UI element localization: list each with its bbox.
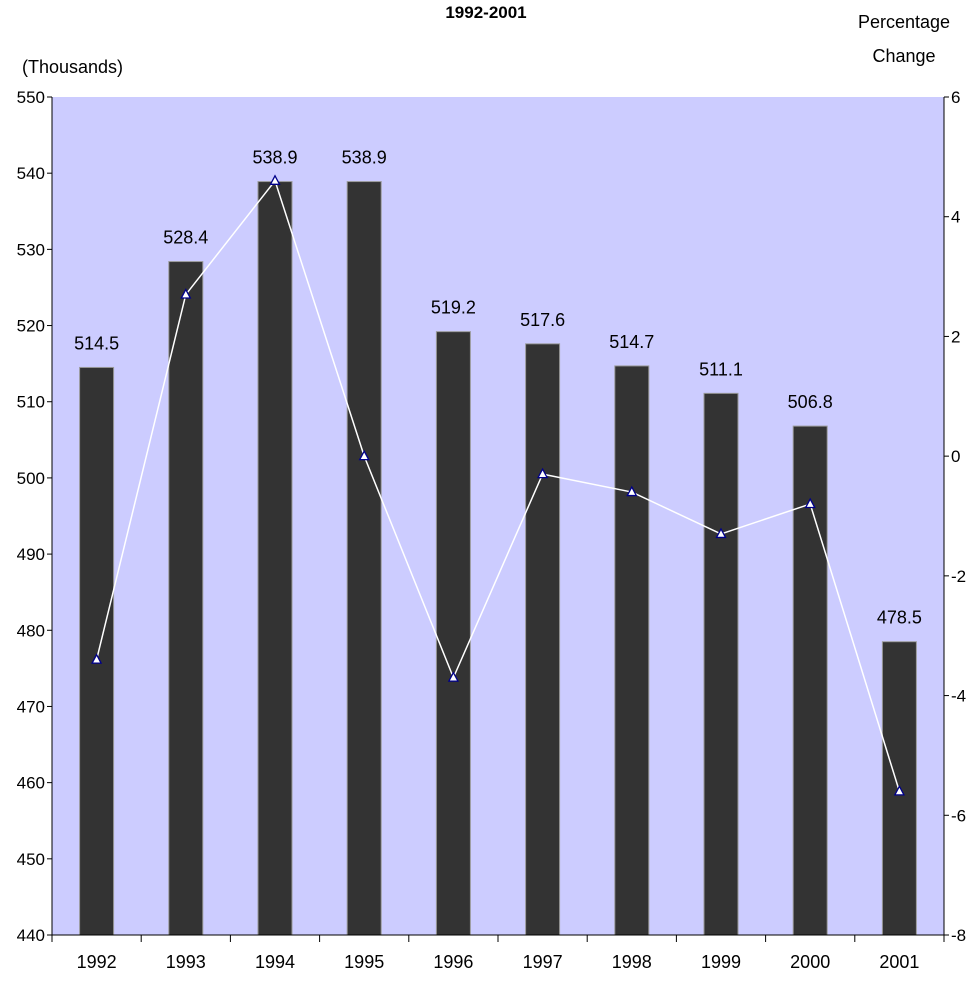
bar [792,425,828,936]
right-tick-label: -2 [951,567,966,586]
right-tick-label: -6 [951,806,966,825]
x-tick-label: 1996 [433,952,473,972]
point-marker [358,449,370,461]
data-label: 506.8 [788,392,833,412]
point-marker [804,497,816,509]
left-tick-label: 440 [17,926,45,945]
bar [346,181,382,936]
data-label: 511.1 [699,359,743,379]
x-tick-label: 2000 [790,952,830,972]
bar [257,181,293,936]
bar [525,343,561,936]
data-labels-layer: 514.5 528.4 538.9 538.9 519.2 517.6 514.7 511.1… [74,148,922,628]
data-label: 538.9 [252,148,297,168]
data-label: 517.6 [520,310,565,330]
left-tick-label: 450 [17,850,45,869]
right-tick-label: 2 [951,327,960,346]
point-marker [715,527,727,539]
point-marker [180,288,192,299]
x-tick-label: 1992 [77,952,117,972]
x-tick-label: 2001 [879,952,919,972]
left-tick-label: 520 [17,317,45,336]
right-tick-label: 6 [951,88,960,107]
left-tick-label: 510 [17,393,45,412]
left-tick-label: 500 [17,469,45,488]
left-tick-label: 460 [17,774,45,793]
right-axis-label-line2: Change [872,46,935,66]
point-marker [91,653,103,664]
point-marker [626,485,638,497]
point-marker [893,784,905,796]
x-tick-label: 1994 [255,952,295,972]
bar [168,261,204,936]
data-label: 538.9 [342,148,387,168]
series-line [95,179,901,792]
data-label: 478.5 [877,608,922,628]
bars-layer [79,181,917,936]
right-tick-label: -8 [951,926,966,945]
right-axis-label-line1: Percentage [858,12,950,32]
bar [614,365,650,936]
data-label: 519.2 [431,298,476,318]
bar [435,331,471,936]
right-tick-label: 0 [951,447,960,466]
chart-title: 1992-2001 [445,3,526,22]
data-label: 528.4 [163,228,208,248]
left-tick-label: 480 [17,621,45,640]
left-tick-label: 470 [17,697,45,716]
left-tick-label: 530 [17,240,45,259]
point-marker [537,467,549,479]
x-tick-label: 1999 [701,952,741,972]
bar [703,392,739,936]
x-tick-label: 1993 [166,952,206,972]
data-label: 514.7 [609,332,654,352]
data-label: 514.5 [74,333,119,353]
bar [79,366,115,936]
point-marker [447,671,459,682]
axes-layer: 440450460470480490500510520530540550-8-6… [17,88,967,972]
x-tick-label: 1995 [344,952,384,972]
point-marker [269,174,281,185]
left-tick-label: 490 [17,545,45,564]
line-layer [91,174,905,796]
x-tick-label: 1997 [523,952,563,972]
x-tick-label: 1998 [612,952,652,972]
right-tick-label: -4 [951,687,966,706]
right-tick-label: 4 [951,208,960,227]
left-tick-label: 540 [17,164,45,183]
left-tick-label: 550 [17,88,45,107]
left-axis-label: (Thousands) [22,57,123,77]
